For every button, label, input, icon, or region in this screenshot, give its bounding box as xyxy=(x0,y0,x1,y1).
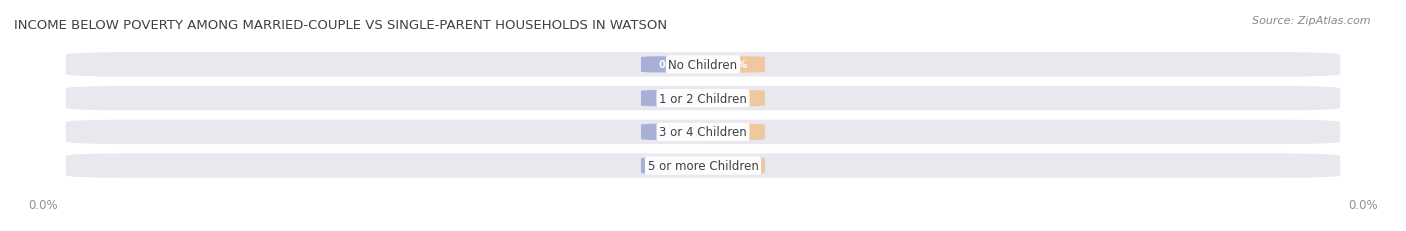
Text: INCOME BELOW POVERTY AMONG MARRIED-COUPLE VS SINGLE-PARENT HOUSEHOLDS IN WATSON: INCOME BELOW POVERTY AMONG MARRIED-COUPL… xyxy=(14,19,668,32)
Text: 0.0%: 0.0% xyxy=(1348,198,1378,211)
Text: 0.0%: 0.0% xyxy=(658,127,686,137)
FancyBboxPatch shape xyxy=(641,158,703,174)
FancyBboxPatch shape xyxy=(66,154,1340,178)
FancyBboxPatch shape xyxy=(703,57,765,73)
Text: 0.0%: 0.0% xyxy=(658,161,686,171)
FancyBboxPatch shape xyxy=(66,87,1340,111)
Text: 1 or 2 Children: 1 or 2 Children xyxy=(659,92,747,105)
Text: 5 or more Children: 5 or more Children xyxy=(648,159,758,172)
FancyBboxPatch shape xyxy=(641,91,703,107)
Text: 0.0%: 0.0% xyxy=(720,161,748,171)
Text: 0.0%: 0.0% xyxy=(720,94,748,104)
FancyBboxPatch shape xyxy=(703,91,765,107)
FancyBboxPatch shape xyxy=(703,124,765,140)
FancyBboxPatch shape xyxy=(703,158,765,174)
Text: 0.0%: 0.0% xyxy=(720,60,748,70)
FancyBboxPatch shape xyxy=(66,120,1340,144)
Text: No Children: No Children xyxy=(668,59,738,72)
Text: 0.0%: 0.0% xyxy=(28,198,58,211)
Text: Source: ZipAtlas.com: Source: ZipAtlas.com xyxy=(1253,16,1371,26)
FancyBboxPatch shape xyxy=(641,124,703,140)
Text: 0.0%: 0.0% xyxy=(658,60,686,70)
FancyBboxPatch shape xyxy=(641,57,703,73)
Text: 3 or 4 Children: 3 or 4 Children xyxy=(659,126,747,139)
Text: 0.0%: 0.0% xyxy=(658,94,686,104)
FancyBboxPatch shape xyxy=(66,53,1340,77)
Text: 0.0%: 0.0% xyxy=(720,127,748,137)
